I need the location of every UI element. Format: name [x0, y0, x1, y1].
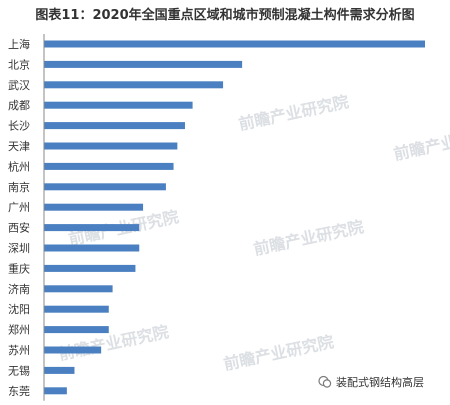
- bar-北京: [44, 60, 243, 68]
- category-label-广州: 广州: [8, 201, 30, 214]
- category-label-北京: 北京: [8, 57, 30, 71]
- category-label-武汉: 武汉: [8, 79, 30, 92]
- bar-成都: [44, 101, 193, 109]
- bar-杭州: [44, 162, 174, 170]
- category-label-深圳: 深圳: [8, 242, 30, 255]
- category-label-天津: 天津: [8, 140, 30, 153]
- category-label-无锡: 无锡: [8, 363, 30, 377]
- category-label-沈阳: 沈阳: [8, 302, 30, 316]
- category-label-苏州: 苏州: [8, 344, 30, 357]
- bar-济南: [44, 285, 113, 293]
- bar-沈阳: [44, 305, 109, 313]
- category-label-杭州: 杭州: [8, 159, 30, 173]
- category-label-上海: 上海: [8, 37, 30, 51]
- watermark-0: 前瞻产业研究院: [237, 92, 351, 134]
- brand-tag: 装配式钢结构高层: [318, 374, 424, 390]
- watermark-2: 前瞻产业研究院: [252, 217, 366, 259]
- bar-长沙: [44, 122, 185, 130]
- category-label-成都: 成都: [8, 99, 30, 112]
- bar-天津: [44, 142, 178, 150]
- bar-无锡: [44, 366, 75, 374]
- category-label-郑州: 郑州: [8, 323, 30, 337]
- bar-深圳: [44, 244, 140, 252]
- bar-苏州: [44, 346, 102, 354]
- watermark-5: 前瞻产业研究院: [392, 122, 450, 164]
- category-label-长沙: 长沙: [8, 120, 30, 133]
- bars-group: [44, 40, 425, 395]
- bar-重庆: [44, 264, 136, 272]
- category-label-西安: 西安: [8, 221, 30, 235]
- wechat-icon: [318, 375, 332, 388]
- bar-南京: [44, 183, 166, 191]
- bar-武汉: [44, 81, 224, 89]
- category-label-重庆: 重庆: [8, 261, 30, 275]
- category-label-济南: 济南: [8, 282, 30, 296]
- bar-西安: [44, 224, 140, 232]
- brand-text: 装配式钢结构高层: [336, 376, 424, 389]
- watermark-4: 前瞻产业研究院: [222, 332, 336, 374]
- bar-广州: [44, 203, 144, 211]
- bar-上海: [44, 40, 425, 48]
- category-label-南京: 南京: [8, 180, 30, 194]
- chart-title: 图表11：2020年全国重点区域和城市预制混凝土构件需求分析图: [35, 7, 415, 23]
- category-label-东莞: 东莞: [8, 385, 30, 398]
- bar-东莞: [44, 387, 67, 395]
- bar-郑州: [44, 326, 109, 334]
